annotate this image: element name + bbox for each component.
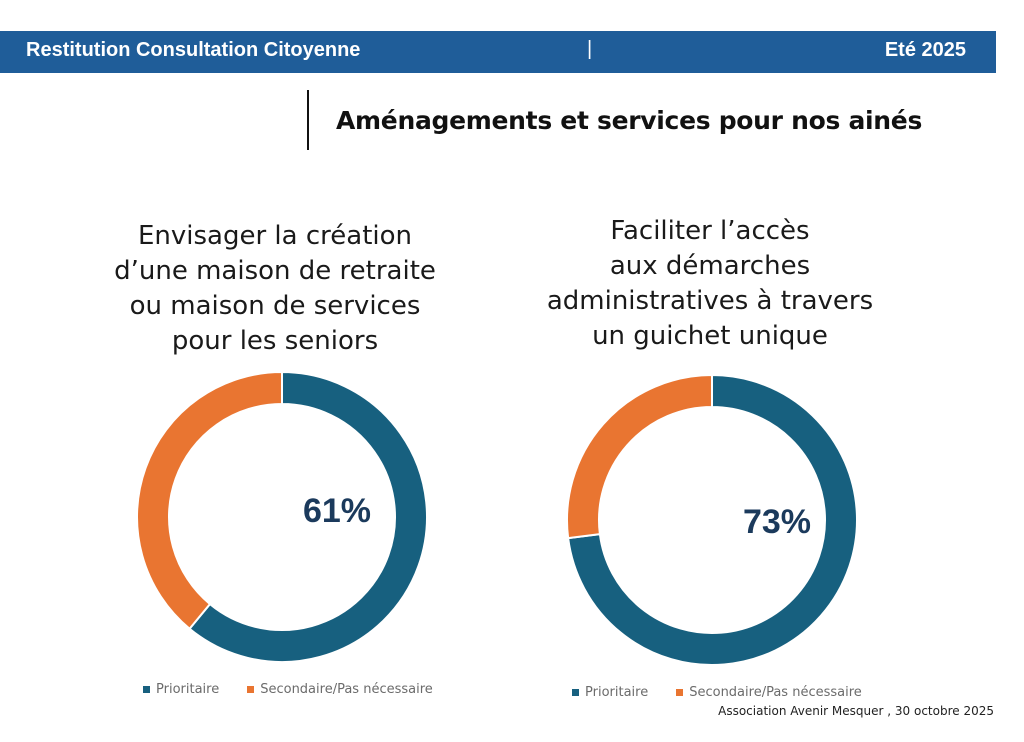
donut-1-slice-prioritaire xyxy=(188,370,428,663)
donut-2-slice-secondaire xyxy=(566,373,713,540)
legend-label: Secondaire/Pas nécessaire xyxy=(689,685,862,700)
chart-1-title-line: pour les seniors xyxy=(171,326,379,356)
chart-2-title-line: administratives à travers xyxy=(546,286,874,316)
section-title: Aménagements et services pour nos ainés xyxy=(336,106,923,135)
chart-2-title-line: un guichet unique xyxy=(592,321,828,351)
chart-1-title-line: Envisager la création xyxy=(137,221,412,251)
donut-chart-1: 61% xyxy=(136,370,428,663)
legend-item-prioritaire: Prioritaire xyxy=(572,685,648,700)
donut-chart-2: 73% xyxy=(566,373,858,666)
chart-2-title-line: Faciliter l’accès xyxy=(610,216,810,246)
header-banner: Restitution Consultation Citoyenne | Eté… xyxy=(0,31,996,73)
legend-item-secondaire: Secondaire/Pas nécessaire xyxy=(676,685,862,700)
chart-2-title: Faciliter l’accès aux démarches administ… xyxy=(540,214,880,354)
legend-swatch-prioritaire xyxy=(572,689,579,696)
chart-1-legend: Prioritaire Secondaire/Pas nécessaire xyxy=(143,682,461,697)
legend-item-secondaire: Secondaire/Pas nécessaire xyxy=(247,682,433,697)
legend-label: Prioritaire xyxy=(585,685,649,700)
chart-1-title-line: d’une maison de retraite xyxy=(114,256,436,286)
legend-swatch-secondaire xyxy=(247,686,255,693)
legend-item-prioritaire: Prioritaire xyxy=(143,682,219,697)
header-separator: | xyxy=(587,38,593,60)
donut-2-slice-prioritaire xyxy=(567,373,858,666)
title-accent-bar xyxy=(307,90,309,150)
legend-swatch-prioritaire xyxy=(143,686,150,693)
donut-1-center-label: 61% xyxy=(303,492,371,530)
chart-2-legend: Prioritaire Secondaire/Pas nécessaire xyxy=(572,685,890,700)
donut-2-center-label: 73% xyxy=(743,503,811,541)
header-date: Eté 2025 xyxy=(884,39,966,61)
header-title: Restitution Consultation Citoyenne xyxy=(26,39,361,61)
legend-label: Secondaire/Pas nécessaire xyxy=(260,682,433,697)
chart-1-title-line: ou maison de services xyxy=(129,291,421,321)
legend-swatch-secondaire xyxy=(676,689,684,696)
legend-label: Prioritaire xyxy=(156,682,220,697)
donut-1-slice-secondaire xyxy=(136,370,283,631)
footer-credit: Association Avenir Mesquer , 30 octobre … xyxy=(718,704,994,718)
chart-1-title: Envisager la création d’une maison de re… xyxy=(110,219,440,359)
chart-2-title-line: aux démarches xyxy=(609,251,811,281)
